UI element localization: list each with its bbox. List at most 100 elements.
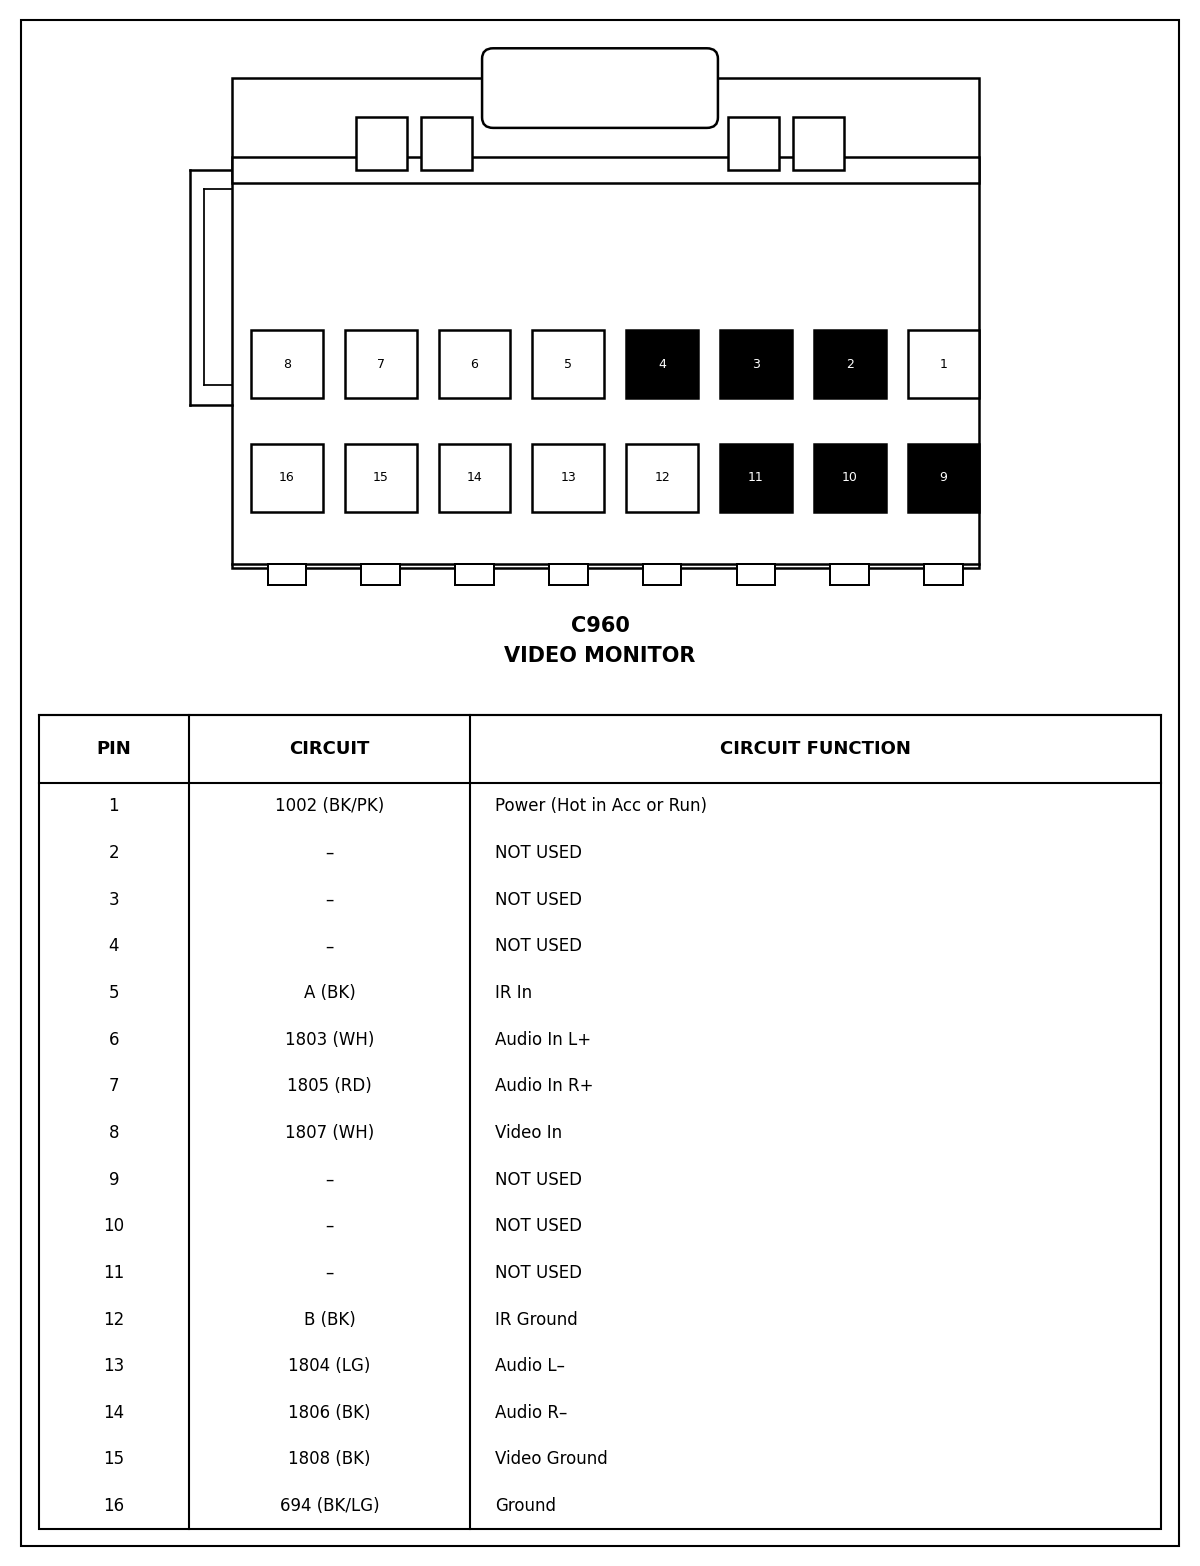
Bar xyxy=(356,117,407,169)
Bar xyxy=(814,443,886,512)
Bar xyxy=(268,564,306,584)
Text: VIDEO MONITOR: VIDEO MONITOR xyxy=(504,647,696,667)
Text: NOT USED: NOT USED xyxy=(496,1170,582,1189)
FancyBboxPatch shape xyxy=(482,49,718,128)
Bar xyxy=(720,443,792,512)
Text: 9: 9 xyxy=(940,471,947,484)
Text: 1804 (LG): 1804 (LG) xyxy=(288,1358,371,1375)
Bar xyxy=(251,330,323,398)
Text: Video Ground: Video Ground xyxy=(496,1450,608,1469)
Text: 694 (BK/LG): 694 (BK/LG) xyxy=(280,1497,379,1516)
Text: 6: 6 xyxy=(108,1030,119,1049)
Text: C960: C960 xyxy=(570,617,630,636)
Text: 10: 10 xyxy=(841,471,858,484)
Text: NOT USED: NOT USED xyxy=(496,1264,582,1283)
Text: 8: 8 xyxy=(108,1124,119,1142)
Bar xyxy=(232,78,979,567)
Text: 2: 2 xyxy=(846,357,853,371)
Text: 3: 3 xyxy=(108,891,119,908)
Text: A (BK): A (BK) xyxy=(304,983,355,1002)
Text: IR In: IR In xyxy=(496,983,533,1002)
Bar xyxy=(533,443,604,512)
Bar xyxy=(737,564,775,584)
Bar xyxy=(548,564,588,584)
Bar xyxy=(643,564,682,584)
Bar xyxy=(793,117,844,169)
Text: 11: 11 xyxy=(103,1264,125,1283)
Text: 6: 6 xyxy=(470,357,479,371)
Bar xyxy=(439,330,510,398)
Text: 14: 14 xyxy=(103,1403,125,1422)
Bar xyxy=(728,117,779,169)
Text: 16: 16 xyxy=(280,471,295,484)
Bar xyxy=(814,330,886,398)
Text: 1: 1 xyxy=(940,357,947,371)
Text: 3: 3 xyxy=(752,357,760,371)
Bar xyxy=(830,564,869,584)
Bar xyxy=(907,443,979,512)
Text: 10: 10 xyxy=(103,1217,125,1236)
Text: 1806 (BK): 1806 (BK) xyxy=(288,1403,371,1422)
Text: IR Ground: IR Ground xyxy=(496,1311,578,1328)
Text: CIRCUIT: CIRCUIT xyxy=(289,741,370,758)
Text: –: – xyxy=(325,844,334,861)
Text: Audio R–: Audio R– xyxy=(496,1403,568,1422)
Text: –: – xyxy=(325,1264,334,1283)
Text: 1002 (BK/PK): 1002 (BK/PK) xyxy=(275,797,384,816)
Bar xyxy=(421,117,472,169)
Bar xyxy=(361,564,400,584)
Bar xyxy=(344,443,416,512)
Text: 11: 11 xyxy=(748,471,763,484)
Text: 13: 13 xyxy=(103,1358,125,1375)
Text: 13: 13 xyxy=(560,471,576,484)
Text: 8: 8 xyxy=(283,357,290,371)
Bar xyxy=(455,564,493,584)
Text: NOT USED: NOT USED xyxy=(496,1217,582,1236)
Text: 4: 4 xyxy=(658,357,666,371)
Text: Audio L–: Audio L– xyxy=(496,1358,565,1375)
Text: Ground: Ground xyxy=(496,1497,556,1516)
Text: NOT USED: NOT USED xyxy=(496,844,582,861)
Bar xyxy=(38,716,1162,1530)
Text: –: – xyxy=(325,891,334,908)
Text: 9: 9 xyxy=(108,1170,119,1189)
Text: PIN: PIN xyxy=(96,741,131,758)
Bar xyxy=(533,330,604,398)
Text: Audio In R+: Audio In R+ xyxy=(496,1077,594,1095)
Text: 7: 7 xyxy=(108,1077,119,1095)
Text: –: – xyxy=(325,1170,334,1189)
Text: –: – xyxy=(325,938,334,955)
Text: 15: 15 xyxy=(103,1450,125,1469)
Bar xyxy=(251,443,323,512)
Text: 15: 15 xyxy=(373,471,389,484)
Text: Video In: Video In xyxy=(496,1124,563,1142)
Bar xyxy=(907,330,979,398)
Bar xyxy=(439,443,510,512)
Text: 14: 14 xyxy=(467,471,482,484)
Text: 4: 4 xyxy=(108,938,119,955)
Text: 1803 (WH): 1803 (WH) xyxy=(284,1030,374,1049)
Text: 5: 5 xyxy=(564,357,572,371)
Bar xyxy=(232,157,979,183)
Bar xyxy=(626,443,698,512)
Text: 2: 2 xyxy=(108,844,119,861)
Text: 12: 12 xyxy=(103,1311,125,1328)
Text: 12: 12 xyxy=(654,471,670,484)
Text: B (BK): B (BK) xyxy=(304,1311,355,1328)
Bar xyxy=(344,330,416,398)
Text: NOT USED: NOT USED xyxy=(496,891,582,908)
Text: 1805 (RD): 1805 (RD) xyxy=(287,1077,372,1095)
Text: CIRCUIT FUNCTION: CIRCUIT FUNCTION xyxy=(720,741,911,758)
Text: 1808 (BK): 1808 (BK) xyxy=(288,1450,371,1469)
Text: Power (Hot in Acc or Run): Power (Hot in Acc or Run) xyxy=(496,797,707,816)
Text: 7: 7 xyxy=(377,357,385,371)
Text: 1807 (WH): 1807 (WH) xyxy=(286,1124,374,1142)
Text: –: – xyxy=(325,1217,334,1236)
Bar xyxy=(626,330,698,398)
Text: NOT USED: NOT USED xyxy=(496,938,582,955)
Bar xyxy=(924,564,962,584)
Bar xyxy=(720,330,792,398)
Text: 5: 5 xyxy=(108,983,119,1002)
Text: 1: 1 xyxy=(108,797,119,816)
Text: Audio In L+: Audio In L+ xyxy=(496,1030,592,1049)
